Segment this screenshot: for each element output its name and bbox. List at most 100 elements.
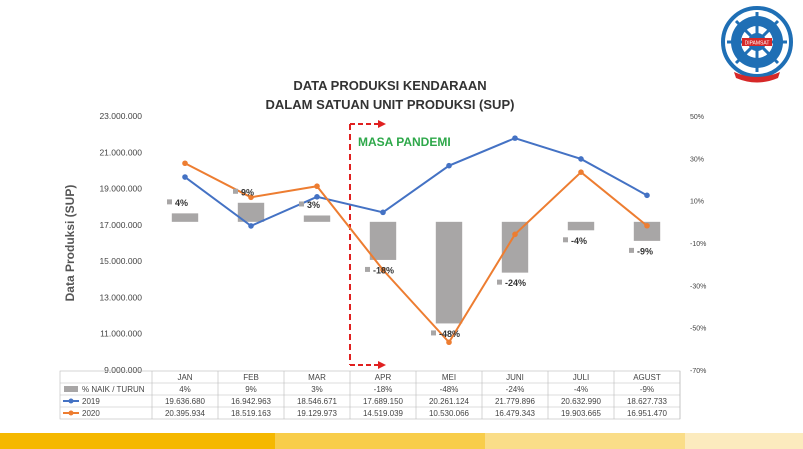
point-series-2020 (314, 183, 320, 190)
bar-label-marker (299, 201, 304, 207)
point-series-2020 (182, 160, 188, 167)
bar-data-label: 9% (241, 187, 254, 197)
table-cell: 21.779.896 (495, 397, 536, 406)
point-series-2020 (578, 169, 584, 175)
table-cell: 20.395.934 (165, 409, 206, 418)
line-series-2019 (184, 137, 648, 228)
legend-label: % NAIK / TURUN (82, 385, 145, 394)
y-right-tick-label: -50% (690, 326, 706, 333)
footer-bar-1 (0, 433, 275, 449)
bar-label-marker (431, 330, 436, 336)
table-cell: 18.519.163 (231, 409, 272, 418)
point-series-2019 (314, 193, 320, 200)
bar-data-label: -9% (637, 246, 653, 256)
bar-label-marker (629, 247, 634, 253)
bar-label-marker (497, 279, 502, 285)
y-left-tick-label: 9.000.000 (104, 365, 142, 375)
y-right-tick-label: 30% (690, 156, 704, 163)
y-right-tick-label: 50% (690, 114, 704, 121)
table-cell: 20.261.124 (429, 397, 470, 406)
footer-bar-3 (485, 433, 685, 449)
point-series-2019 (578, 156, 584, 162)
y-axis-label: Data Produksi (SUP) (63, 185, 77, 302)
point-series-2019 (446, 162, 452, 169)
point-series-2020 (248, 194, 254, 201)
bar-data-label: -24% (505, 278, 526, 288)
bar-percent-change (567, 221, 595, 231)
y-left-tick-label: 17.000.000 (99, 220, 142, 230)
table-cell: -4% (574, 385, 588, 394)
y-left-tick-label: 15.000.000 (99, 256, 142, 266)
pandemic-annotation: MASA PANDEMI (358, 135, 451, 149)
x-category-label: FEB (243, 373, 259, 382)
bar-percent-change (369, 221, 397, 260)
legend-label: 2020 (82, 409, 100, 418)
y-right-tick-label: -70% (690, 368, 706, 375)
point-series-2019 (248, 223, 254, 229)
legend-marker-2019 (68, 398, 74, 404)
table-cell: 9% (245, 385, 257, 394)
point-series-2020 (644, 222, 650, 229)
bar-data-label: -4% (571, 236, 587, 246)
table-cell: -48% (440, 385, 459, 394)
point-series-2019 (380, 209, 386, 216)
x-category-label: JUNI (506, 373, 524, 382)
point-series-2020 (380, 267, 386, 273)
table-cell: 16.479.343 (495, 409, 536, 418)
bar-label-marker (563, 237, 568, 243)
table-cell: 16.942.963 (231, 397, 272, 406)
bar-data-label: 3% (307, 200, 320, 210)
bar-label-marker (365, 266, 370, 272)
table-cell: -24% (506, 385, 525, 394)
bar-percent-change (303, 215, 331, 222)
x-category-label: JAN (177, 373, 192, 382)
bar-percent-change (435, 221, 463, 324)
logo-text: DIPAMSAT (745, 41, 770, 47)
y-left-tick-label: 21.000.000 (99, 147, 142, 157)
footer-bar-4 (685, 433, 803, 449)
y-left-tick-label: 19.000.000 (99, 184, 142, 194)
table-cell: 20.632.990 (561, 397, 602, 406)
chart-title-line2: DALAM SATUAN UNIT PRODUKSI (SUP) (265, 97, 515, 112)
chart-title-line1: DATA PRODUKSI KENDARAAN (293, 78, 487, 93)
table-cell: 16.951.470 (627, 409, 668, 418)
table-cell: 18.627.733 (627, 397, 668, 406)
point-series-2019 (182, 174, 188, 180)
table-cell: -18% (374, 385, 393, 394)
bar-percent-change (501, 221, 529, 273)
bar-data-label: -48% (439, 329, 460, 339)
point-series-2019 (512, 135, 518, 141)
x-category-label: APR (375, 373, 392, 382)
table-cell: -9% (640, 385, 654, 394)
legend-label: 2019 (82, 397, 100, 406)
table-cell: 19.129.973 (297, 409, 338, 418)
y-right-tick-label: -30% (690, 283, 706, 290)
point-series-2020 (446, 339, 452, 346)
point-series-2019 (644, 192, 650, 199)
y-left-tick-label: 11.000.000 (100, 329, 142, 339)
x-category-label: MAR (308, 373, 326, 382)
organization-logo: DIPAMSAT (721, 6, 793, 83)
legend-marker-2020 (68, 410, 74, 416)
x-category-label: MEI (442, 373, 456, 382)
y-right-tick-label: -10% (690, 241, 706, 248)
bar-percent-change (171, 213, 199, 222)
table-cell: 19.903.665 (561, 409, 602, 418)
table-cell: 3% (311, 385, 323, 394)
table-cell: 10.530.066 (429, 409, 470, 418)
bar-label-marker (233, 188, 238, 194)
y-left-tick-label: 23.000.000 (99, 111, 142, 121)
table-cell: 14.519.039 (363, 409, 404, 418)
y-left-tick-label: 13.000.000 (99, 292, 142, 302)
x-category-label: AGUST (633, 373, 661, 382)
x-category-label: JULI (573, 373, 589, 382)
table-cell: 18.546.671 (297, 397, 338, 406)
bar-percent-change (237, 202, 265, 222)
legend-swatch-% NAIK / TURUN (64, 386, 78, 392)
table-cell: 17.689.150 (363, 397, 404, 406)
line-series-2020 (184, 162, 648, 344)
bar-label-marker (167, 199, 172, 205)
bar-data-label: -18% (373, 265, 394, 275)
pandemic-arrowhead-bottom (378, 361, 386, 369)
